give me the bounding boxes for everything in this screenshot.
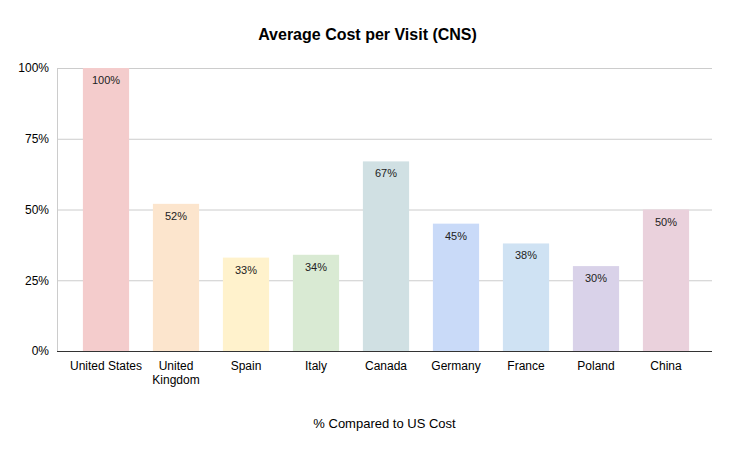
data-label: 30% — [585, 272, 607, 284]
bar — [363, 161, 409, 351]
data-label: 52% — [165, 210, 187, 222]
x-tick-label: Poland — [577, 359, 614, 373]
bar — [503, 243, 549, 351]
x-axis: United States UnitedKingdom Spain Italy Cana… — [57, 352, 712, 387]
bar — [223, 258, 269, 351]
y-tick-label: 50% — [25, 203, 49, 217]
x-tick-label: France — [507, 359, 545, 373]
bar — [293, 255, 339, 351]
x-tick: Italy — [305, 359, 327, 373]
chart: Average Cost per Visit (CNS) 0% 25% 50% 75% 1… — [0, 0, 735, 455]
title: Average Cost per Visit (CNS) — [258, 26, 477, 43]
bars — [83, 68, 689, 351]
grid-line — [57, 68, 712, 69]
data-labels: 100% 52% 33% 34% 67% 45% 38% 30% 50% — [92, 74, 677, 284]
x-tick-label: Germany — [431, 359, 480, 373]
background — [0, 0, 735, 455]
bar — [83, 68, 129, 351]
y-tick-label: 0% — [32, 344, 50, 358]
bar — [153, 204, 199, 351]
x-tick: China — [650, 359, 682, 373]
data-label: 34% — [305, 261, 327, 273]
x-tick-label: Italy — [305, 359, 327, 373]
data-label: 100% — [92, 74, 120, 86]
x-axis-title: % Compared to US Cost — [313, 416, 456, 431]
y-tick-label: 75% — [25, 132, 49, 146]
y-axis: 0% 25% 50% 75% 100% — [18, 61, 712, 358]
x-tick: Spain — [231, 359, 262, 373]
bar — [433, 224, 479, 351]
grid-line — [57, 351, 712, 352]
x-tick-label: United States — [70, 359, 142, 373]
bar — [643, 210, 689, 352]
x-tick-label: UnitedKingdom — [152, 359, 199, 387]
x-tick-label: China — [650, 359, 682, 373]
x-tick: United States — [70, 359, 142, 373]
data-label: 67% — [375, 167, 397, 179]
x-tick-label-line: United — [159, 359, 194, 373]
x-tick-label: Canada — [365, 359, 407, 373]
x-tick: Germany — [431, 359, 480, 373]
grid-line — [57, 139, 712, 140]
data-label: 45% — [445, 230, 467, 242]
x-tick: Poland — [577, 359, 614, 373]
x-tick-label: Spain — [231, 359, 262, 373]
y-tick-label: 25% — [25, 274, 49, 288]
bar — [573, 266, 619, 351]
x-tick: Canada — [365, 359, 407, 373]
y-axis-line — [58, 69, 713, 352]
y-tick-label: 100% — [18, 61, 49, 75]
x-tick: France — [507, 359, 545, 373]
x-tick-label-line: Kingdom — [152, 373, 199, 387]
data-label: 33% — [235, 264, 257, 276]
data-label: 50% — [655, 216, 677, 228]
data-label: 38% — [515, 249, 537, 261]
x-axis-line — [57, 351, 712, 352]
x-tick: UnitedKingdom — [152, 359, 199, 387]
